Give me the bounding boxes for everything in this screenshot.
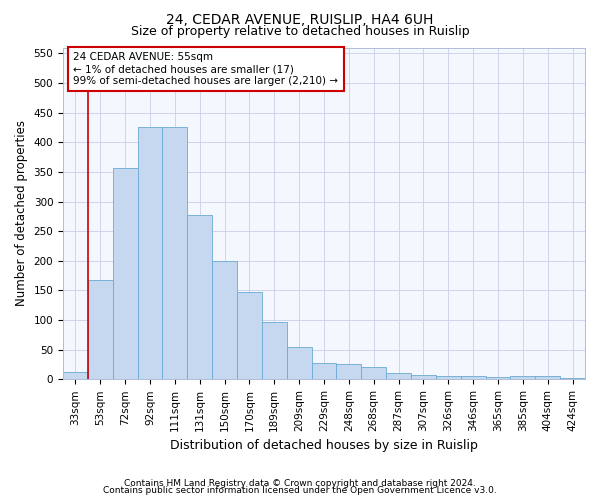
- Bar: [485, 377, 511, 380]
- Text: Contains HM Land Registry data © Crown copyright and database right 2024.: Contains HM Land Registry data © Crown c…: [124, 478, 476, 488]
- Bar: [436, 376, 461, 380]
- Text: 24, CEDAR AVENUE, RUISLIP, HA4 6UH: 24, CEDAR AVENUE, RUISLIP, HA4 6UH: [166, 12, 434, 26]
- Bar: [461, 376, 485, 380]
- Text: Size of property relative to detached houses in Ruislip: Size of property relative to detached ho…: [131, 25, 469, 38]
- Bar: [237, 292, 262, 380]
- Bar: [386, 373, 411, 380]
- Y-axis label: Number of detached properties: Number of detached properties: [15, 120, 28, 306]
- Text: Contains public sector information licensed under the Open Government Licence v3: Contains public sector information licen…: [103, 486, 497, 495]
- Bar: [262, 322, 287, 380]
- Bar: [411, 374, 436, 380]
- Bar: [212, 261, 237, 380]
- Text: 24 CEDAR AVENUE: 55sqm
← 1% of detached houses are smaller (17)
99% of semi-deta: 24 CEDAR AVENUE: 55sqm ← 1% of detached …: [73, 52, 338, 86]
- Bar: [311, 364, 337, 380]
- Bar: [113, 168, 137, 380]
- Bar: [187, 215, 212, 380]
- Bar: [163, 128, 187, 380]
- X-axis label: Distribution of detached houses by size in Ruislip: Distribution of detached houses by size …: [170, 440, 478, 452]
- Bar: [88, 280, 113, 380]
- Bar: [63, 372, 88, 380]
- Bar: [535, 376, 560, 380]
- Bar: [560, 378, 585, 380]
- Bar: [137, 128, 163, 380]
- Bar: [511, 376, 535, 380]
- Bar: [337, 364, 361, 380]
- Bar: [287, 346, 311, 380]
- Bar: [361, 368, 386, 380]
